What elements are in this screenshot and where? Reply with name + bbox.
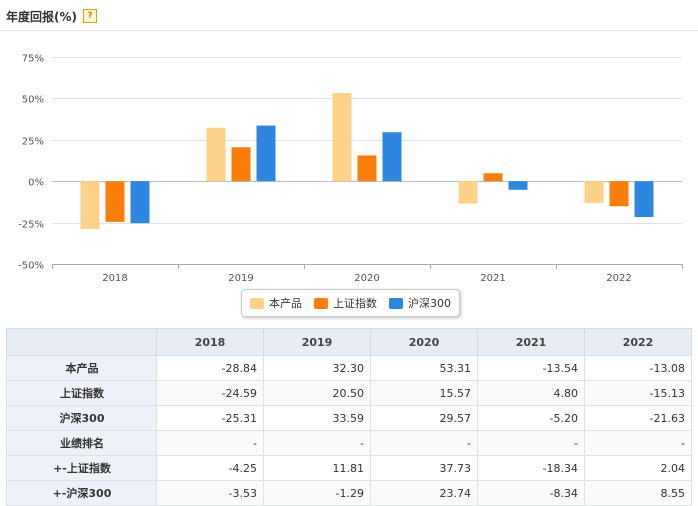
chart-header: 年度回报(%) ? — [6, 6, 97, 26]
bar-本产品-2021 — [458, 181, 478, 204]
y-tick-label: 50% — [22, 95, 44, 106]
table-cell: -28.84 — [156, 355, 264, 381]
table-cell: 2.04 — [584, 455, 692, 481]
table-cell: -5.20 — [477, 405, 585, 431]
column-header: 2019 — [263, 328, 371, 356]
bar-上证指数-2019 — [231, 147, 251, 182]
y-tick-label: -25% — [18, 220, 44, 231]
legend-item-csi300[interactable]: 沪深300 — [389, 295, 451, 311]
row-label: 本产品 — [6, 355, 157, 381]
legend-swatch-product — [250, 297, 264, 309]
bar-沪深300-2020 — [382, 132, 402, 182]
chart-legend: 本产品 上证指数 沪深300 — [241, 289, 460, 317]
y-tick-label: 25% — [22, 137, 44, 148]
column-header: 2018 — [156, 328, 264, 356]
table-cell: - — [370, 430, 478, 456]
bar-沪深300-2018 — [130, 181, 150, 224]
row-label: 沪深300 — [6, 405, 157, 431]
bar-上证指数-2021 — [483, 173, 503, 182]
x-tick-label: 2020 — [354, 273, 379, 282]
table-cell: 20.50 — [263, 380, 371, 406]
row-label: +-沪深300 — [6, 480, 157, 506]
table-cell: 33.59 — [263, 405, 371, 431]
table-cell: -13.54 — [477, 355, 585, 381]
table-cell: -15.13 — [584, 380, 692, 406]
table-cell: 4.80 — [477, 380, 585, 406]
table-cell: -8.34 — [477, 480, 585, 506]
table-cell: 23.74 — [370, 480, 478, 506]
legend-item-shanghai-index[interactable]: 上证指数 — [314, 295, 377, 311]
table-row: 沪深300 -25.31 33.59 29.57 -5.20 -21.63 — [6, 405, 692, 431]
table-cell: -3.53 — [156, 480, 264, 506]
bar-上证指数-2020 — [357, 155, 377, 182]
table-cell: -1.29 — [263, 480, 371, 506]
annual-return-table: 2018 2019 2020 2021 2022 本产品 -28.84 32.3… — [6, 328, 692, 506]
table-cell: -4.25 — [156, 455, 264, 481]
y-tick-label: 0% — [28, 178, 44, 189]
legend-swatch-shanghai-index — [314, 297, 328, 309]
bar-本产品-2020 — [332, 92, 352, 182]
x-tick-label: 2018 — [102, 273, 127, 282]
table-cell: 37.73 — [370, 455, 478, 481]
x-tick-label: 2022 — [606, 273, 631, 282]
table-cell: 53.31 — [370, 355, 478, 381]
bar-沪深300-2021 — [508, 181, 528, 190]
table-cell: 32.30 — [263, 355, 371, 381]
bar-本产品-2019 — [206, 127, 226, 182]
x-tick-label: 2021 — [480, 273, 505, 282]
table-cell: - — [477, 430, 585, 456]
table-row: +-沪深300 -3.53 -1.29 23.74 -8.34 8.55 — [6, 480, 692, 506]
legend-label-product: 本产品 — [269, 297, 302, 310]
question-mark-icon[interactable]: ? — [83, 9, 97, 23]
legend-label-csi300: 沪深300 — [408, 297, 451, 310]
legend-item-product[interactable]: 本产品 — [250, 295, 302, 311]
table-cell: -18.34 — [477, 455, 585, 481]
row-label: 业绩排名 — [6, 430, 157, 456]
table-header-row: 2018 2019 2020 2021 2022 — [6, 328, 692, 356]
table-cell: - — [584, 430, 692, 456]
table-cell: 8.55 — [584, 480, 692, 506]
column-header: 2022 — [584, 328, 692, 356]
bar-上证指数-2018 — [105, 181, 125, 222]
y-tick-label: 75% — [22, 54, 44, 65]
bar-本产品-2018 — [80, 181, 100, 229]
bar-本产品-2022 — [584, 181, 604, 203]
table-cell: - — [156, 430, 264, 456]
column-header: 2020 — [370, 328, 478, 356]
table-cell: 15.57 — [370, 380, 478, 406]
chart-title: 年度回报(%) — [6, 9, 77, 24]
x-tick-label: 2019 — [228, 273, 253, 282]
annual-return-bar-chart: 75% 50% 25% 0% -25% -50% 2018 2019 2020 2021 2022 — [18, 54, 683, 282]
table-cell: 11.81 — [263, 455, 371, 481]
bar-沪深300-2019 — [256, 125, 276, 182]
legend-label-shanghai-index: 上证指数 — [333, 297, 377, 310]
column-header: 2021 — [477, 328, 585, 356]
table-corner-cell — [6, 328, 157, 356]
row-label: 上证指数 — [6, 380, 157, 406]
legend-swatch-csi300 — [389, 297, 403, 309]
table-cell: -24.59 — [156, 380, 264, 406]
bar-上证指数-2022 — [609, 181, 629, 207]
title-divider — [0, 30, 698, 31]
table-row: +-上证指数 -4.25 11.81 37.73 -18.34 2.04 — [6, 455, 692, 481]
table-cell: -25.31 — [156, 405, 264, 431]
table-row: 上证指数 -24.59 20.50 15.57 4.80 -15.13 — [6, 380, 692, 406]
table-cell: - — [263, 430, 371, 456]
table-row: 业绩排名 - - - - - — [6, 430, 692, 456]
table-cell: -13.08 — [584, 355, 692, 381]
row-label: +-上证指数 — [6, 455, 157, 481]
y-tick-label: -50% — [18, 261, 44, 272]
table-cell: 29.57 — [370, 405, 478, 431]
table-row: 本产品 -28.84 32.30 53.31 -13.54 -13.08 — [6, 355, 692, 381]
bar-沪深300-2022 — [634, 181, 654, 218]
table-cell: -21.63 — [584, 405, 692, 431]
